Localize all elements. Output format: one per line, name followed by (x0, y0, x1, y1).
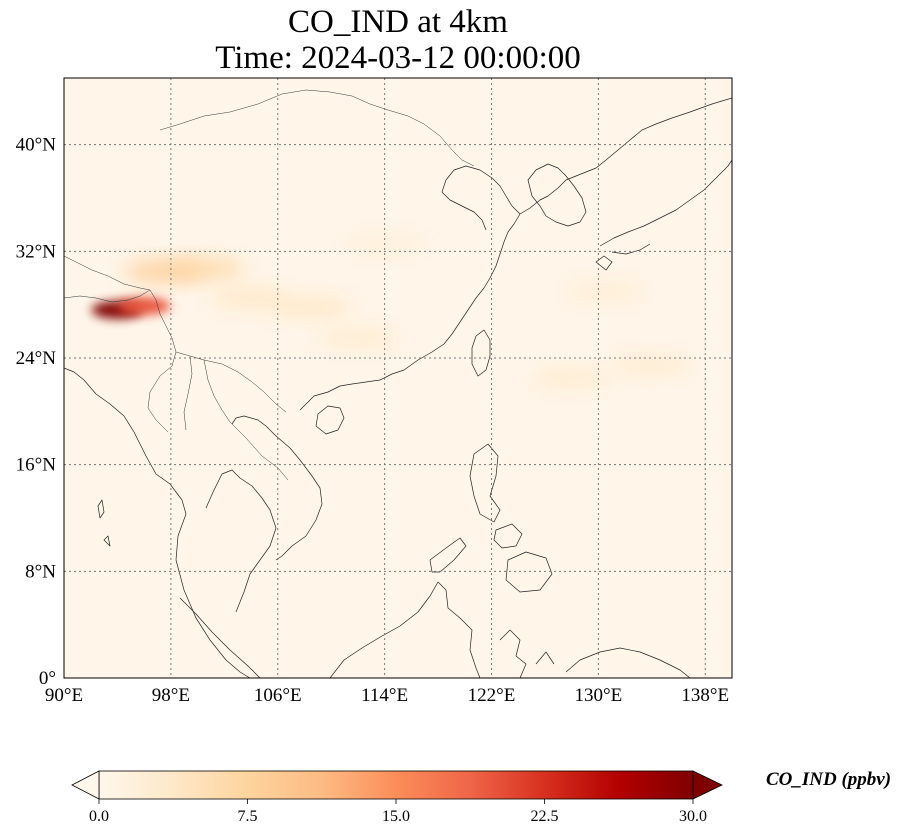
concentration-hotspot-9 (611, 353, 692, 376)
lat-tick-label: 40°N (16, 135, 57, 156)
concentration-hotspot-4 (164, 257, 245, 280)
map-gridlines (64, 78, 732, 678)
korea-coastline (527, 163, 587, 227)
taiwan-coastline (471, 329, 491, 377)
lat-tick-label: 8°N (25, 561, 56, 582)
colorbar: 0.0 7.5 15.0 22.5 30.0 (71, 770, 723, 825)
colorbar-tick-label: 30.0 (679, 808, 707, 825)
colorbar-tick-label: 22.5 (531, 808, 559, 825)
lon-tick-label: 138°E (681, 685, 729, 706)
sri-andaman-islands (97, 499, 111, 547)
hainan-coastline (315, 405, 345, 435)
colorbar-tick-label: 0.0 (89, 808, 109, 825)
map-subtitle-time: Time: 2024-03-12 00:00:00 (215, 40, 581, 76)
colorbar-tick-label: 7.5 (238, 808, 258, 825)
lon-tick-label: 130°E (575, 685, 623, 706)
mindanao-coastline (505, 551, 553, 593)
colorbar-under-extension (71, 770, 100, 800)
colorbar-over-extension (692, 770, 723, 800)
coastlines (64, 97, 732, 678)
lat-tick-label: 0° (39, 668, 56, 689)
map-frame (63, 77, 733, 679)
colorbar-ticks: 0.0 7.5 15.0 22.5 30.0 (89, 799, 707, 825)
newguinea-coastline (565, 647, 691, 678)
mainland-coastline (64, 97, 732, 678)
concentration-hotspot-8 (531, 367, 612, 389)
lon-tick-label: 90°E (45, 685, 83, 706)
colorbar-body (98, 770, 694, 800)
borneo-coastline (329, 581, 481, 678)
latitude-tick-labels: 0° 8°N 16°N 24°N 32°N 40°N (16, 135, 57, 689)
concentration-hotspot-7 (317, 327, 398, 349)
sumatra-coastline (179, 597, 261, 678)
country-border-lines (64, 89, 475, 481)
colorbar-tick-label: 15.0 (382, 808, 410, 825)
palawan-coastline (429, 537, 467, 573)
longitude-tick-labels: 90°E 98°E 106°E 114°E 122°E 130°E 138°E (45, 685, 729, 706)
concentration-hotspot-11 (565, 280, 646, 303)
concentration-background (64, 78, 732, 678)
lat-tick-label: 32°N (16, 241, 57, 262)
lon-tick-label: 98°E (152, 685, 190, 706)
luzon-coastline (469, 443, 501, 523)
colorbar-label: CO_IND (ppbv) (766, 769, 892, 790)
japan-coastline (595, 159, 732, 271)
map-plot-area (64, 78, 732, 678)
lon-tick-label: 106°E (254, 685, 302, 706)
map-title: CO_IND at 4km (288, 4, 508, 40)
country-borders (64, 89, 475, 481)
concentration-field (91, 233, 692, 389)
visayas-coastline (493, 523, 523, 549)
concentration-hotspot-6 (271, 296, 352, 319)
concentration-hotspot-5 (211, 287, 292, 309)
sulawesi-coastline (499, 629, 555, 678)
lat-tick-label: 16°N (16, 455, 57, 476)
lon-tick-label: 114°E (361, 685, 408, 706)
lon-tick-label: 122°E (468, 685, 516, 706)
concentration-hotspot-2 (118, 297, 171, 315)
lat-tick-label: 24°N (16, 348, 57, 369)
